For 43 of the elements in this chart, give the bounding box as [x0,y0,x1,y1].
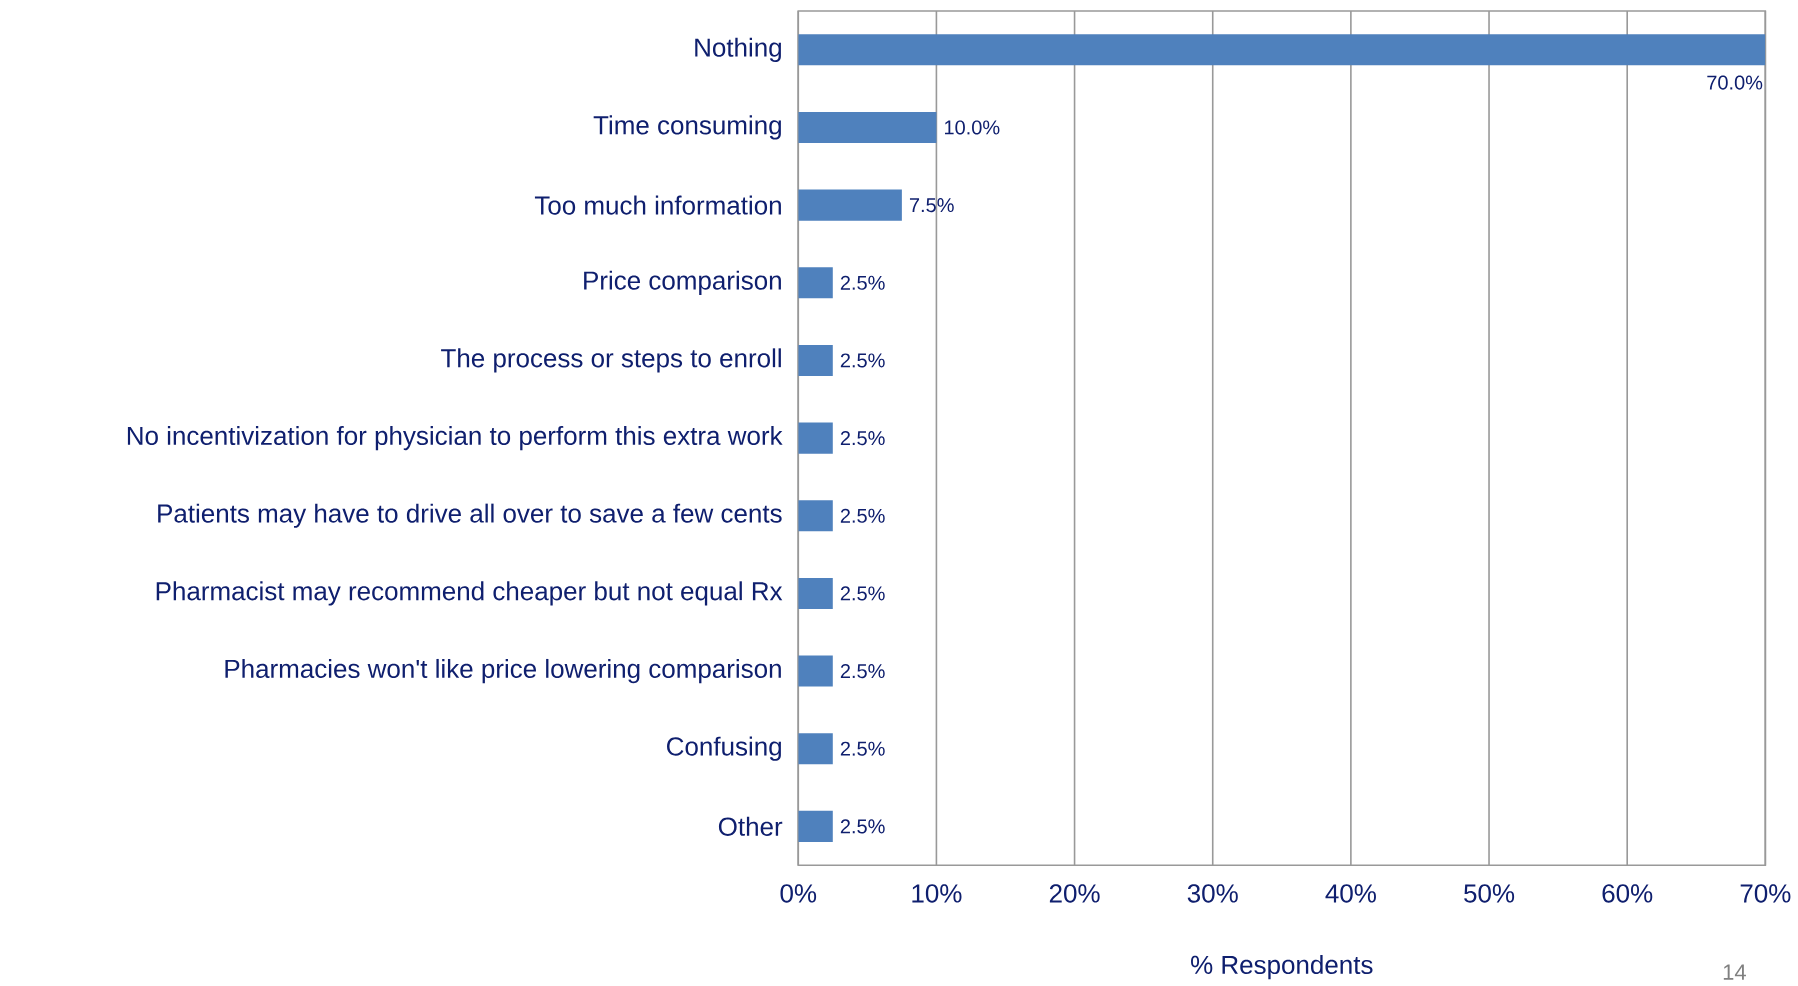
bar [798,112,937,144]
bar [798,34,1766,66]
x-tick-label: 0% [780,884,817,903]
y-tick-label: Pharmacist may recommend cheaper but not equal Rx [156,581,783,606]
data-label: 2.5% [840,431,885,446]
data-label: 70.0% [1707,75,1763,90]
bar [798,422,833,454]
bar [798,189,902,221]
x-tick-label: 70% [1740,884,1791,903]
data-label: 2.5% [840,353,885,368]
x-tick-label: 30% [1187,884,1238,903]
y-tick-label: No incentivization for physician to perform this extra work [127,426,783,451]
y-tick-label: The process or steps to enroll [441,348,781,373]
bar [798,655,833,687]
x-tick-label: 40% [1325,884,1376,903]
data-label: 2.5% [840,741,885,756]
y-tick-label: Pharmacies won't like price lowering comparison [225,659,781,684]
y-tick-label: Nothing [695,37,781,62]
bar [798,344,833,377]
bar [798,267,833,299]
data-label: 2.5% [840,586,885,601]
bar [798,810,833,842]
data-label: 2.5% [840,508,885,523]
data-label: 2.5% [840,819,885,834]
data-label: 10.0% [945,120,1000,135]
y-tick-label: Confusing [667,736,781,761]
data-label: 2.5% [840,664,885,679]
y-tick-label: Price comparison [584,270,781,295]
data-label: 7.5% [909,198,954,213]
x-axis-title: % Respondents [1191,955,1373,980]
data-label: 2.5% [840,275,885,290]
y-tick-label: Patients may have to drive all over to save a few cents [158,503,782,528]
text: 14 [1723,964,1746,980]
x-tick-label: 20% [1049,884,1100,903]
x-tick-label: 50% [1464,884,1515,903]
bar [798,577,833,609]
x-tick-label: 60% [1602,884,1653,903]
bar [798,733,833,765]
x-tick-label: 10% [912,884,962,903]
y-tick-label: Too much information [534,195,781,215]
bar [798,500,833,532]
y-tick-label: Other [718,816,783,836]
y-tick-label: Time consuming [593,115,781,140]
